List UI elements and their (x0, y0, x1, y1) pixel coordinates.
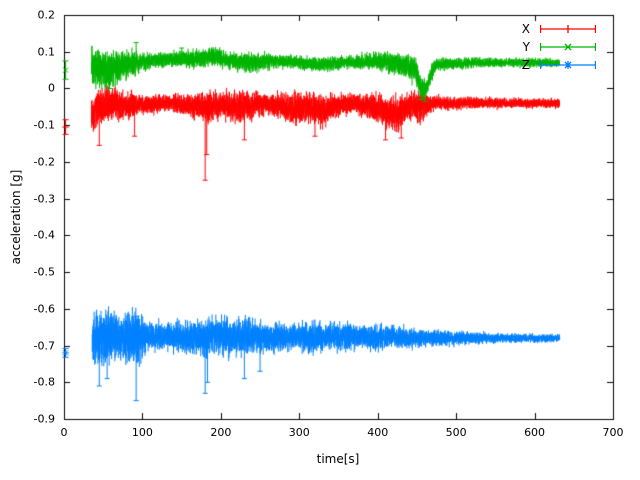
legend-label: Z (521, 58, 530, 72)
x-axis-label: time[s] (316, 452, 360, 466)
x-series-sample-icon (540, 25, 596, 33)
y-axis-label: acceleration [g] (9, 169, 23, 265)
y-tick-label: -0.8 (33, 375, 55, 389)
y-tick-label: 0.2 (37, 8, 56, 22)
x-tick-label: 500 (445, 426, 467, 439)
x-tick-label: 100 (131, 426, 153, 439)
y-series-sample-icon (540, 43, 596, 51)
z-series-sample-icon (540, 61, 596, 69)
x-tick-label: 300 (288, 426, 310, 439)
y-tick-label: -0.6 (33, 302, 55, 316)
x-tick-label: 600 (524, 426, 546, 439)
legend-entry-y: Y (522, 38, 596, 56)
y-tick-label: -0.4 (33, 228, 55, 242)
y-tick-label: -0.5 (33, 265, 55, 279)
y-tick-label: -0.2 (33, 155, 55, 169)
y-tick-label: 0 (48, 81, 55, 95)
y-tick-label: 0.1 (37, 45, 56, 59)
legend-entry-z: Z (522, 56, 596, 74)
legend-label: Y (522, 40, 530, 54)
x-tick-label: 200 (210, 426, 232, 439)
x-tick-label: 700 (602, 426, 624, 439)
y-tick-label: -0.1 (33, 118, 55, 132)
x-tick-label: 400 (367, 426, 389, 439)
y-tick-label: -0.3 (33, 192, 55, 206)
x-tick-label: 0 (60, 426, 68, 439)
legend-entry-x: X (522, 20, 596, 38)
y-tick-label: -0.9 (33, 412, 55, 426)
legend-label: X (521, 22, 530, 36)
y-tick-label: -0.7 (33, 339, 55, 353)
